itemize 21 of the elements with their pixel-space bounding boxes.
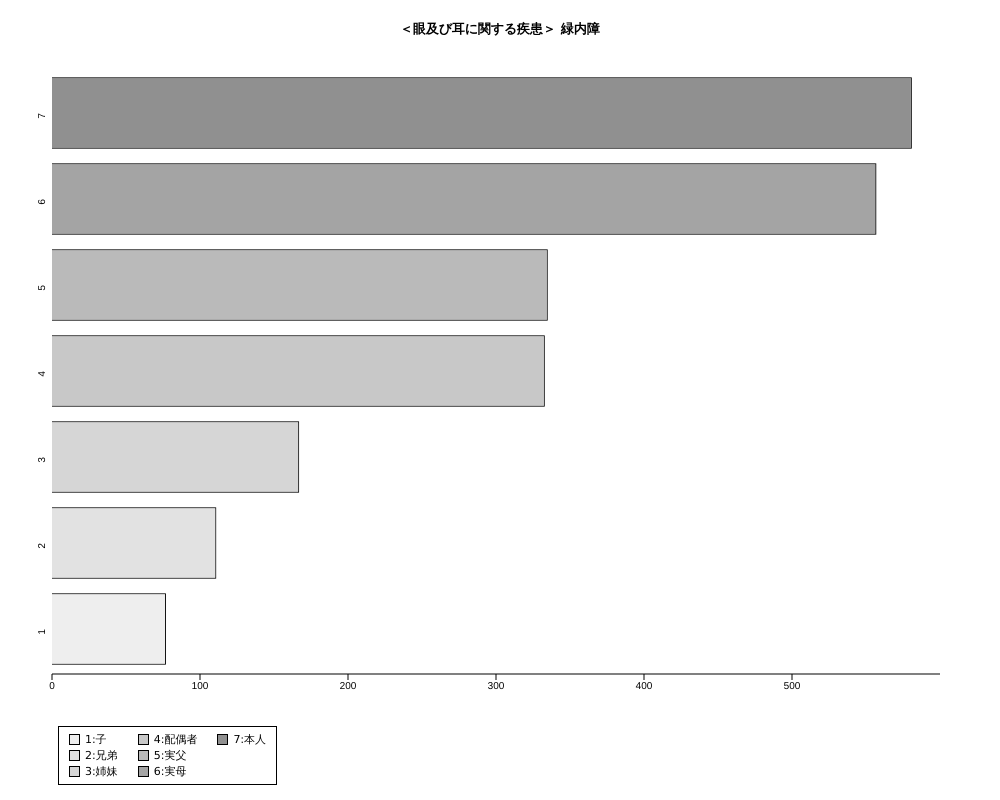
y-tick-label: 5 <box>36 284 48 291</box>
y-tick-label: 7 <box>36 112 48 119</box>
y-tick-label: 2 <box>36 542 48 549</box>
legend-label: 7:本人 <box>233 732 266 747</box>
legend-label: 3:姉妹 <box>85 764 118 779</box>
y-tick-label: 4 <box>36 370 48 377</box>
legend-label: 2:兄弟 <box>85 748 118 763</box>
chart-title: ＜眼及び耳に関する疾患＞ 緑内障 <box>399 20 601 38</box>
x-tick-label: 300 <box>488 680 505 692</box>
x-tick-label: 400 <box>636 680 653 692</box>
legend-label: 4:配偶者 <box>154 732 198 747</box>
x-tick-label: 0 <box>49 680 56 692</box>
legend-label: 1:子 <box>85 732 107 747</box>
x-tick-label: 100 <box>192 680 209 692</box>
y-tick-label: 1 <box>36 628 48 635</box>
x-tick-label: 200 <box>340 680 357 692</box>
y-tick-label: 3 <box>36 456 48 463</box>
legend-label: 6:実母 <box>154 764 186 779</box>
y-tick-label: 6 <box>36 198 48 205</box>
x-tick-label: 500 <box>784 680 801 692</box>
legend-label: 5:実父 <box>154 748 186 763</box>
